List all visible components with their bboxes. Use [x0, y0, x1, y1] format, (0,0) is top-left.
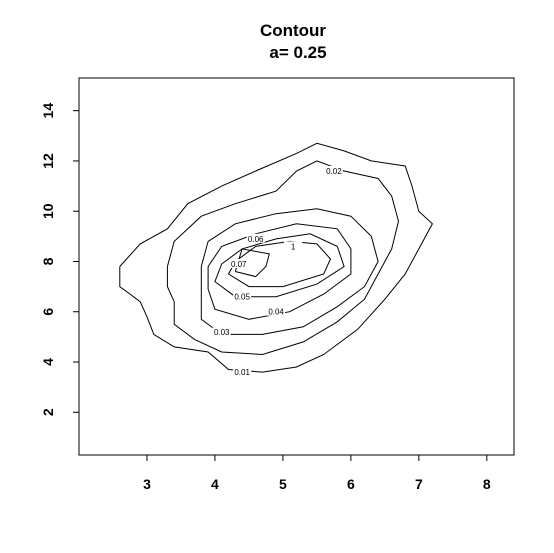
contour-label: 0.05 [234, 293, 250, 302]
y-tick-label: 14 [40, 103, 56, 119]
contour-label: 0.04 [268, 308, 284, 317]
x-tick-label: 4 [211, 476, 219, 492]
y-axis: 2 4 6 8 10 12 14 [40, 103, 79, 416]
y-tick-label: 8 [40, 257, 56, 265]
chart-title: Contour [260, 21, 326, 40]
y-tick-label: 2 [40, 408, 56, 416]
contour-level-labels: 0.01 0.02 0.03 0.04 0.05 0.06 0.07 1 [213, 166, 343, 377]
x-tick-label: 3 [143, 476, 151, 492]
x-axis: 3 4 5 6 7 8 [143, 455, 491, 492]
contour-label: 0.07 [231, 260, 247, 269]
contour-lines [120, 143, 433, 372]
x-tick-label: 7 [415, 476, 423, 492]
chart-subtitle: a= 0.25 [269, 43, 326, 62]
y-tick-label: 6 [40, 308, 56, 316]
contour-line-0-01 [120, 143, 433, 372]
contour-line-0-03 [201, 209, 378, 335]
contour-label: 0.06 [248, 235, 264, 244]
contour-label: 0.02 [326, 167, 342, 176]
y-tick-label: 10 [40, 203, 56, 219]
contour-line-0-02 [167, 161, 398, 355]
y-tick-label: 4 [40, 358, 56, 366]
x-tick-label: 8 [483, 476, 491, 492]
contour-label: 0.01 [234, 368, 250, 377]
x-tick-label: 5 [279, 476, 287, 492]
x-tick-label: 6 [347, 476, 355, 492]
y-tick-label: 12 [40, 153, 56, 169]
contour-label: 0.03 [214, 328, 230, 337]
contour-label: 1 [291, 242, 296, 251]
plot-frame [79, 78, 514, 455]
